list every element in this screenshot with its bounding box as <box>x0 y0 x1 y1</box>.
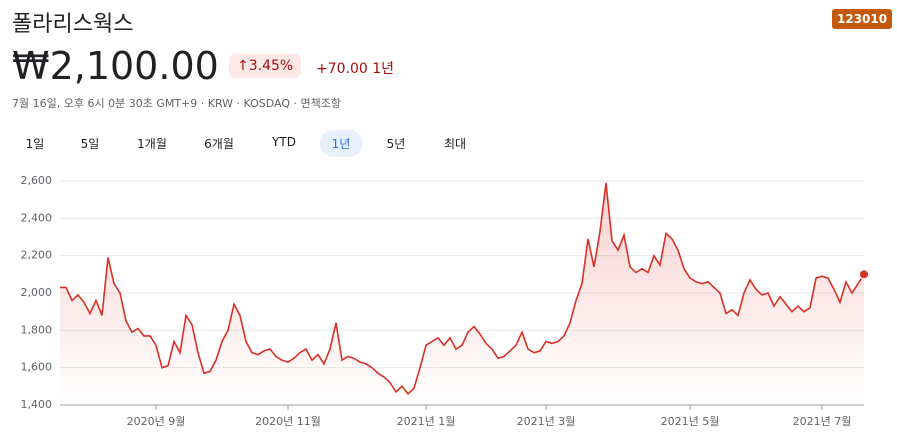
x-tick-label: 2021년 5월 <box>661 415 720 428</box>
change-chip: ↑3.45% <box>229 54 302 78</box>
y-tick-label: 1,600 <box>21 361 53 374</box>
y-tick-label: 2,400 <box>21 211 53 224</box>
y-tick-label: 1,800 <box>21 323 53 336</box>
y-tick-label: 2,000 <box>21 286 53 299</box>
area <box>60 182 864 405</box>
x-tick-label: 2020년 11월 <box>255 415 321 428</box>
change: +70.00 1년 <box>316 58 394 78</box>
range-tab[interactable]: 1개월 <box>137 137 167 151</box>
y-tick-label: 1,400 <box>21 398 53 411</box>
x-tick-label: 2021년 7월 <box>793 415 852 428</box>
range-tab[interactable]: 6개월 <box>204 137 234 151</box>
range-tab[interactable]: 최대 <box>443 137 467 151</box>
x-tick-label: 2021년 1월 <box>397 415 456 428</box>
x-tick-label: 2021년 3월 <box>517 415 576 428</box>
range-tab[interactable]: 5일 <box>80 137 100 151</box>
last-point <box>859 269 869 280</box>
ticker-badge[interactable]: 123010 <box>832 9 893 29</box>
price-line <box>60 182 865 395</box>
y-tick-label: 2,200 <box>21 249 53 262</box>
change-period: 1년 <box>372 61 395 77</box>
range-tab[interactable]: 1일 <box>25 137 45 151</box>
y-tick-label: 2,600 <box>21 174 53 187</box>
title: 폴라리스웍스 <box>12 12 134 37</box>
range-tab[interactable]: 5년 <box>386 137 406 151</box>
change-percent: 3.45% <box>248 58 294 74</box>
change-amount: +70.00 <box>316 61 368 77</box>
x-tick-label: 2020년 9월 <box>127 415 186 428</box>
price: ₩2,100.00 <box>12 44 219 88</box>
range-tab[interactable]: YTD <box>272 135 296 149</box>
range-tab[interactable]: 1년 <box>319 130 363 157</box>
arrow-icon: ↑ <box>237 58 249 74</box>
info-line: 7월 16일, 오후 6시 0분 30초 GMT+9 · KRW · KOSDA… <box>12 97 342 110</box>
